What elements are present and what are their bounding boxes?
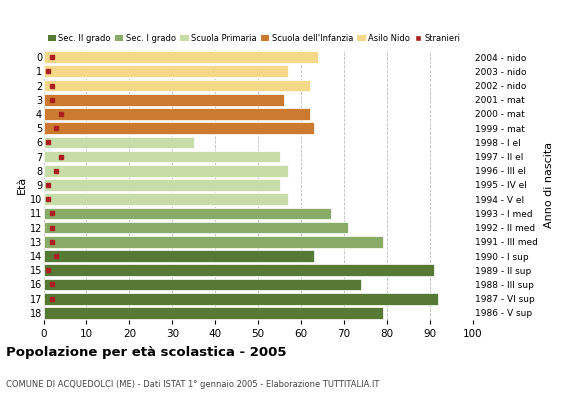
Text: Popolazione per età scolastica - 2005: Popolazione per età scolastica - 2005 (6, 346, 287, 359)
Legend: Sec. II grado, Sec. I grado, Scuola Primaria, Scuola dell'Infanzia, Asilo Nido, : Sec. II grado, Sec. I grado, Scuola Prim… (48, 34, 461, 43)
Bar (44, 293, 438, 304)
Y-axis label: Età: Età (17, 176, 27, 194)
Bar (44, 208, 331, 219)
Bar (44, 80, 310, 91)
Bar (44, 94, 284, 106)
Bar (44, 122, 314, 134)
Bar (44, 236, 383, 248)
Bar (44, 222, 348, 234)
Bar (44, 179, 280, 191)
Bar (44, 193, 288, 205)
Bar (44, 66, 288, 77)
Bar (44, 250, 314, 262)
Bar (44, 165, 288, 177)
Bar (44, 307, 383, 319)
Bar (44, 108, 310, 120)
Bar (44, 264, 434, 276)
Bar (44, 279, 361, 290)
Bar (44, 51, 318, 63)
Bar (44, 136, 194, 148)
Bar (44, 151, 280, 162)
Text: COMUNE DI ACQUEDOLCI (ME) - Dati ISTAT 1° gennaio 2005 - Elaborazione TUTTITALIA: COMUNE DI ACQUEDOLCI (ME) - Dati ISTAT 1… (6, 380, 379, 389)
Y-axis label: Anno di nascita: Anno di nascita (544, 142, 554, 228)
